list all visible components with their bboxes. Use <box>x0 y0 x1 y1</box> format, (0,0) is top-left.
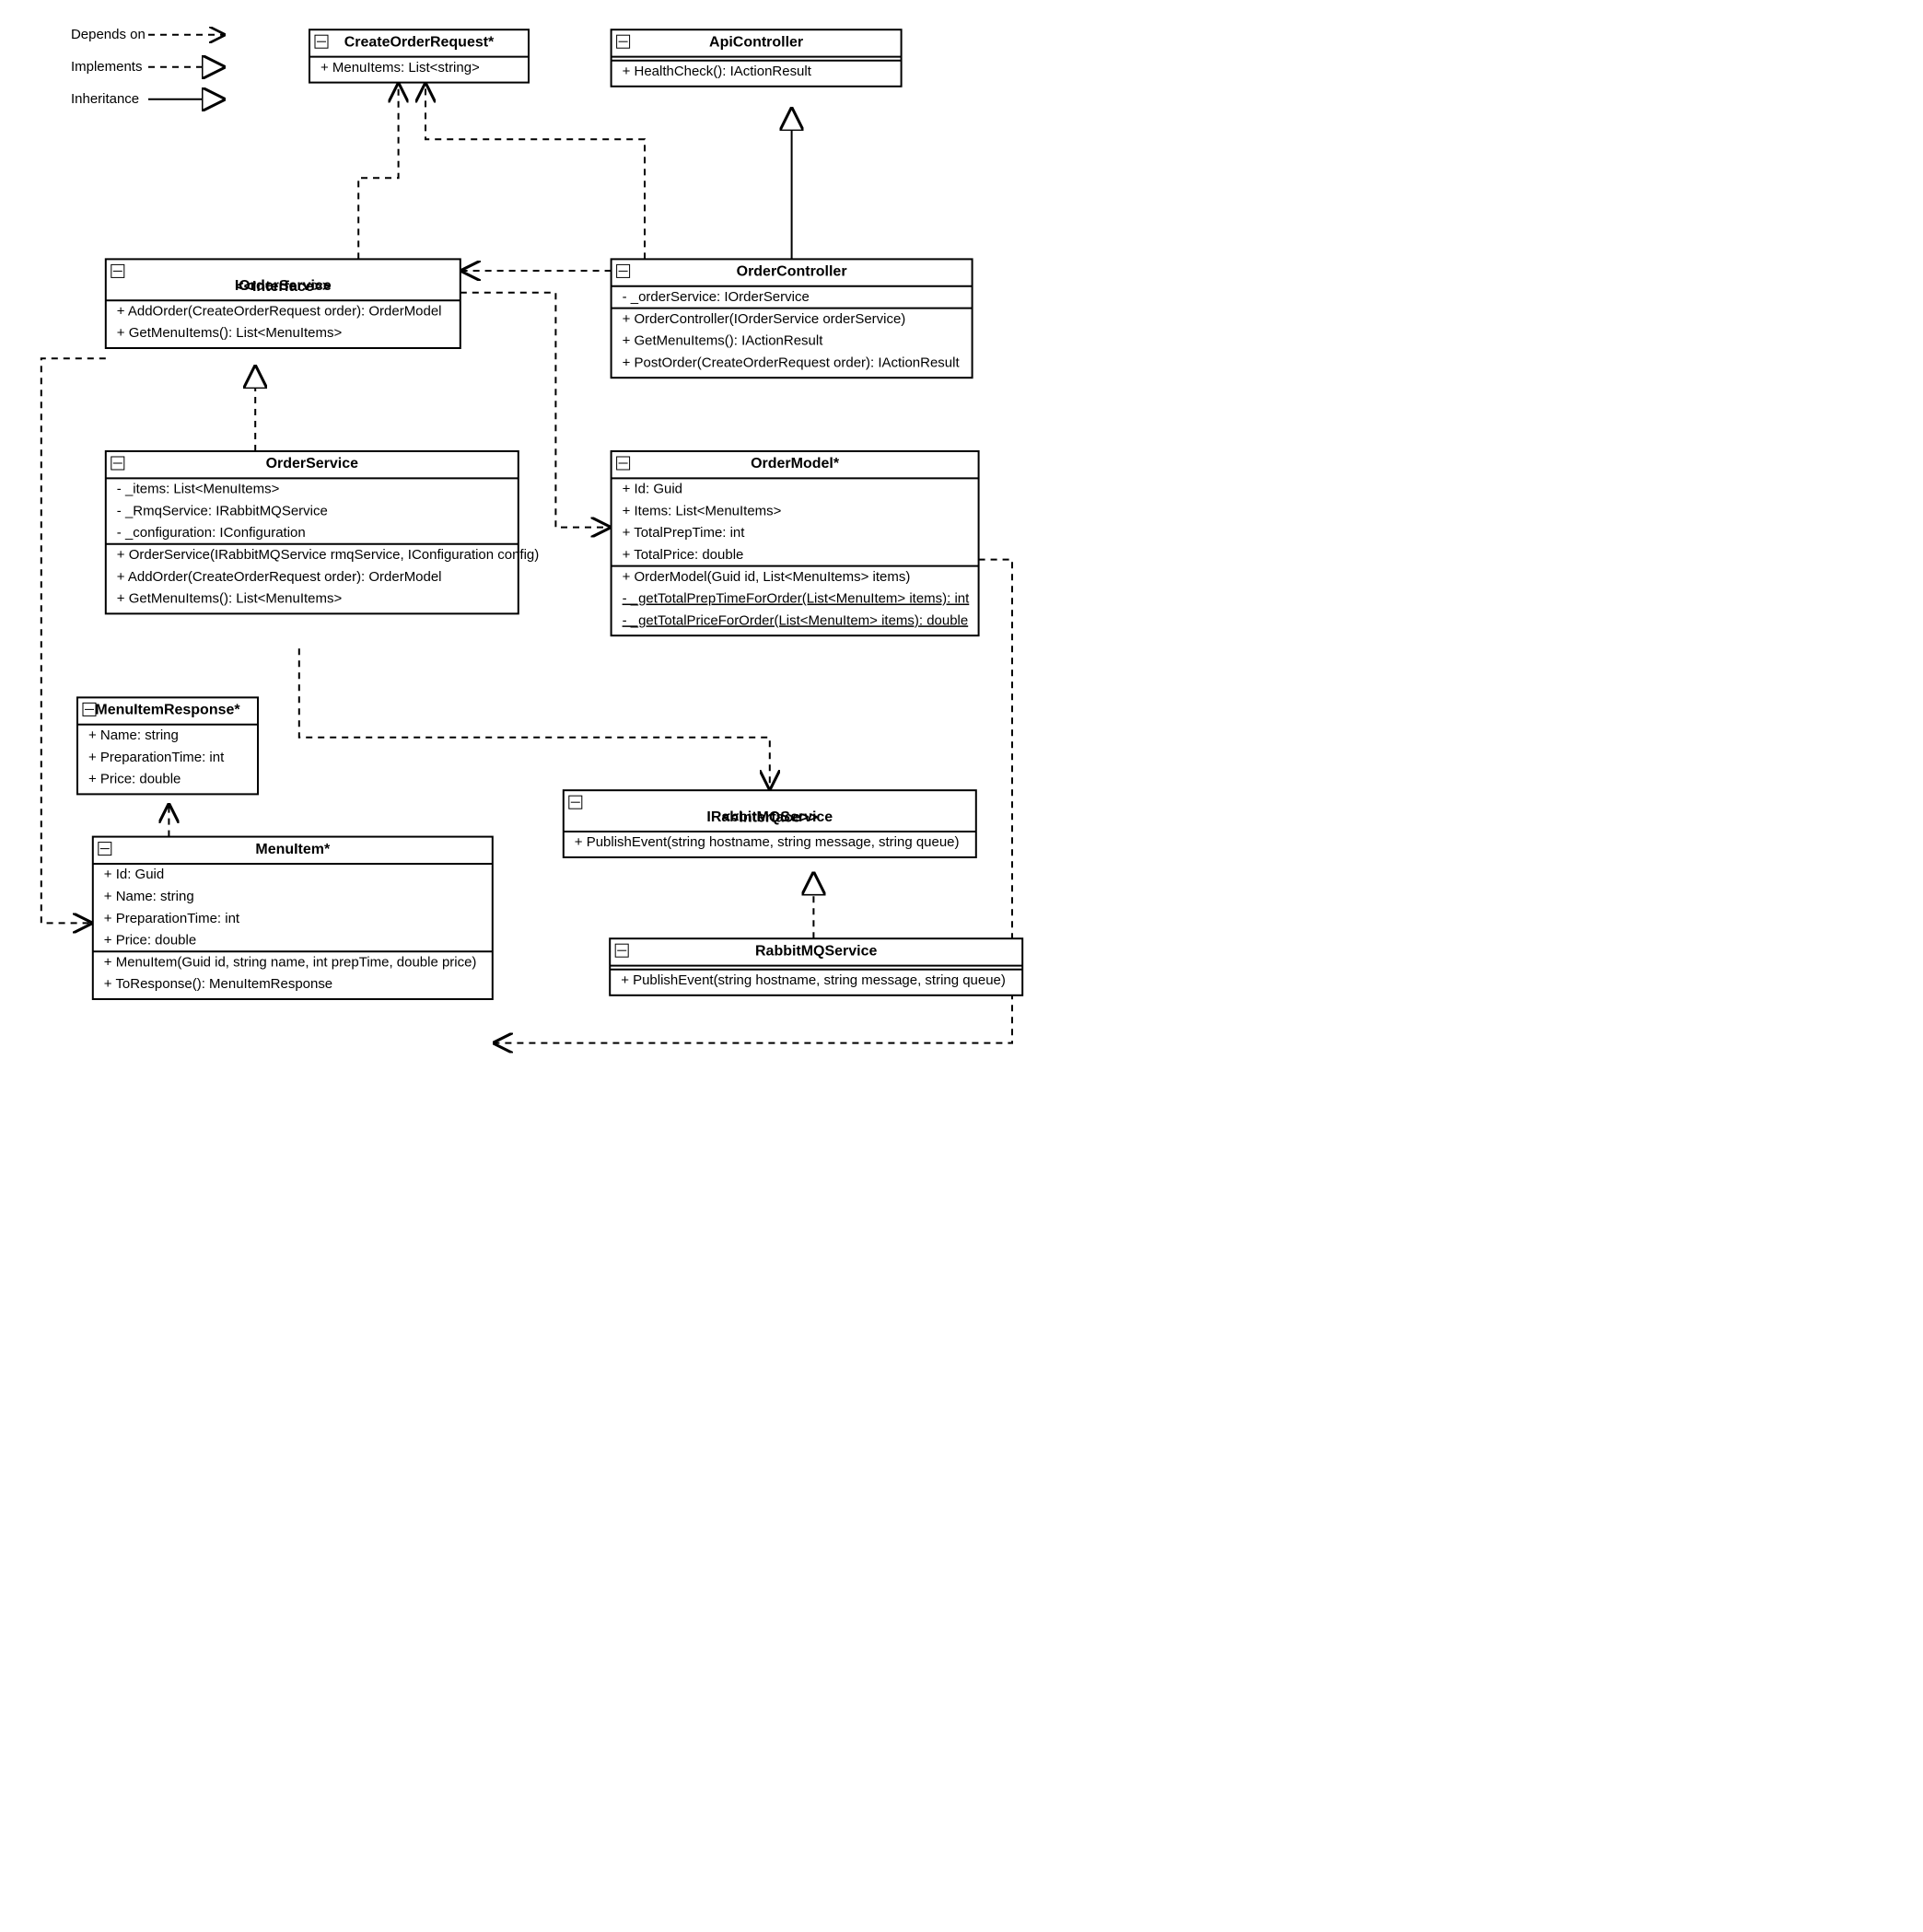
class-title: OrderService <box>266 456 359 471</box>
class-title: MenuItemResponse* <box>95 703 240 718</box>
class-box-iRabbitMQService: <<Interface>>IRabbitMQService+ PublishEv… <box>564 790 976 857</box>
connector <box>358 83 398 260</box>
member-row: + OrderController(IOrderService orderSer… <box>623 311 906 327</box>
member-row: + Name: string <box>104 889 194 904</box>
class-box-orderModel: OrderModel* + Id: Guid + Items: List<MenuI… <box>612 451 979 635</box>
class-title: MenuItem* <box>255 842 331 857</box>
class-title: OrderController <box>737 264 847 280</box>
member-row: + OrderModel(Guid id, List<MenuItems> it… <box>623 569 911 585</box>
class-title: ApiController <box>709 34 803 50</box>
class-title: IOrderService <box>235 278 332 294</box>
member-row: + OrderService(IRabbitMQService rmqServi… <box>117 547 539 563</box>
class-title: CreateOrderRequest* <box>344 34 495 50</box>
member-row: + GetMenuItems(): IActionResult <box>623 333 824 349</box>
member-row: + Price: double <box>104 933 196 949</box>
member-row: + MenuItems: List<string> <box>320 60 480 76</box>
connector <box>299 648 770 790</box>
class-box-orderController: OrderController - _orderService: IOrderSe… <box>612 259 973 378</box>
class-box-menuItem: MenuItem* + Id: Guid + Name: string + Prepa… <box>93 837 493 999</box>
member-row: + GetMenuItems(): List<MenuItems> <box>117 325 343 341</box>
member-row: - _getTotalPrepTimeForOrder(List<MenuIte… <box>623 591 971 607</box>
member-row: + PublishEvent(string hostname, string m… <box>621 972 1006 988</box>
legend-label: Implements <box>71 59 142 75</box>
member-row: + Id: Guid <box>623 482 682 497</box>
member-row: + MenuItem(Guid id, string name, int pre… <box>104 954 477 970</box>
member-row: + PostOrder(CreateOrderRequest order): I… <box>623 355 961 370</box>
member-row: + PreparationTime: int <box>104 911 240 926</box>
member-row: - _RmqService: IRabbitMQService <box>117 503 328 518</box>
member-row: + AddOrder(CreateOrderRequest order): Or… <box>117 303 442 319</box>
legend-label: Inheritance <box>71 91 139 107</box>
member-row: + TotalPrepTime: int <box>623 525 746 541</box>
class-box-createOrderRequest: CreateOrderRequest* + MenuItems: List<str… <box>309 29 529 82</box>
member-row: - _items: List<MenuItems> <box>117 482 280 497</box>
member-row: + GetMenuItems(): List<MenuItems> <box>117 591 343 607</box>
member-row: - _getTotalPriceForOrder(List<MenuItem> … <box>623 612 969 628</box>
class-box-orderService: OrderService - _items: List<MenuItems> - _… <box>106 451 539 613</box>
class-title: OrderModel* <box>751 456 840 471</box>
member-row: + ToResponse(): MenuItemResponse <box>104 976 332 992</box>
member-row: + Price: double <box>88 772 181 787</box>
member-row: + PreparationTime: int <box>88 750 225 765</box>
class-title: RabbitMQService <box>755 943 877 959</box>
member-row: - _orderService: IOrderService <box>623 289 810 305</box>
member-row: - _configuration: IConfiguration <box>117 525 306 541</box>
member-row: + HealthCheck(): IActionResult <box>623 64 812 79</box>
connector <box>425 83 645 260</box>
member-row: + Items: List<MenuItems> <box>623 503 782 518</box>
member-row: + Name: string <box>88 727 179 743</box>
class-box-rabbitMQService: RabbitMQService + PublishEvent(string hos… <box>610 938 1022 995</box>
member-row: + TotalPrice: double <box>623 547 744 563</box>
class-title: IRabbitMQService <box>706 809 833 825</box>
legend-label: Depends on <box>71 27 146 42</box>
class-box-apiController: ApiController + HealthCheck(): IActionRes… <box>612 29 902 87</box>
class-box-menuItemResponse: MenuItemResponse* + Name: string + Prepara… <box>77 697 258 794</box>
class-box-iOrderService: <<Interface>>IOrderService+ AddOrder(Cre… <box>106 259 460 348</box>
member-row: + AddOrder(CreateOrderRequest order): Or… <box>117 569 442 585</box>
member-row: + Id: Guid <box>104 867 164 882</box>
uml-diagram: Depends on Implements Inheritance CreateOrd… <box>0 0 1346 1353</box>
member-row: + PublishEvent(string hostname, string m… <box>575 834 960 850</box>
